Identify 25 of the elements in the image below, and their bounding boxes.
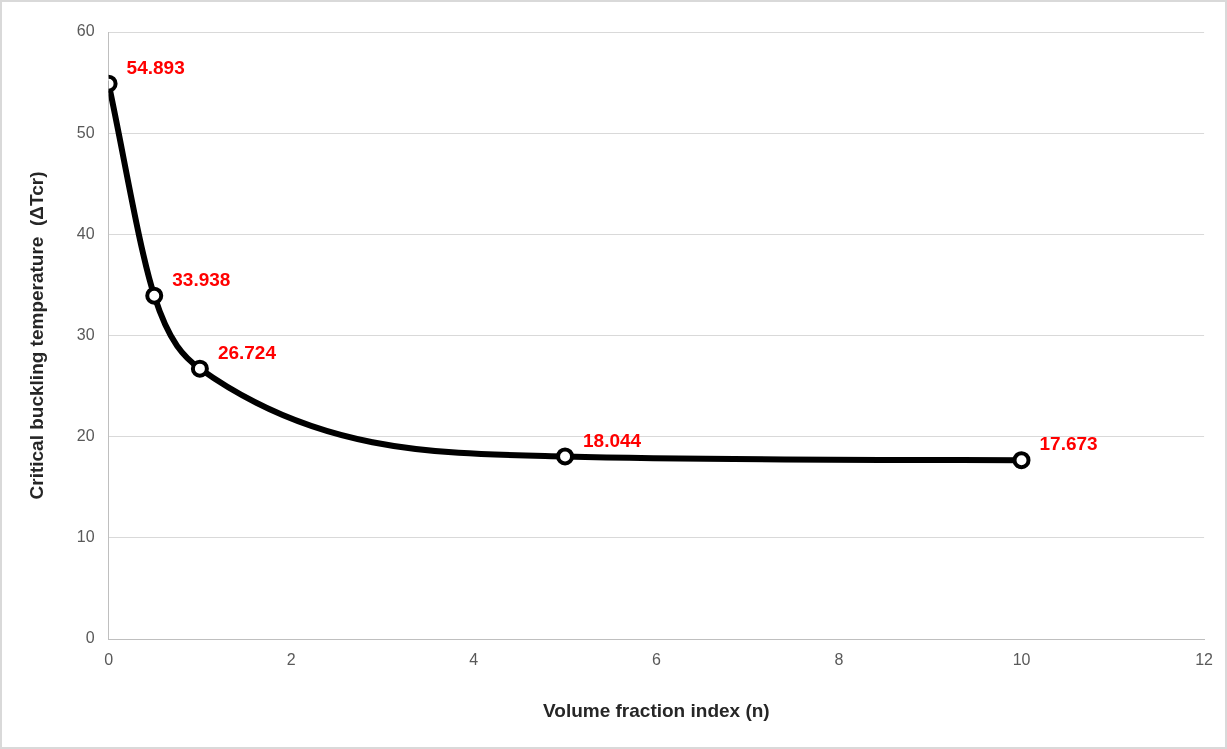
point bbox=[145, 286, 164, 305]
x-tick-label: 4 bbox=[469, 651, 479, 669]
x-tick-label: 2 bbox=[286, 651, 296, 669]
y-tick-label: 0 bbox=[85, 629, 95, 647]
x-tick-label: 12 bbox=[1195, 651, 1214, 669]
data-label: 17.673 bbox=[1039, 433, 1098, 455]
data-label: 54.893 bbox=[126, 56, 185, 78]
y-tick-label: 40 bbox=[76, 224, 95, 242]
data-label: 26.724 bbox=[217, 341, 277, 363]
y-tick-label: 20 bbox=[76, 427, 95, 445]
y-tick-label: 10 bbox=[76, 528, 95, 546]
data-label: 18.044 bbox=[583, 429, 642, 451]
point bbox=[556, 447, 575, 466]
y-tick-label: 60 bbox=[76, 22, 95, 40]
x-tick-label: 10 bbox=[1012, 651, 1031, 669]
point bbox=[1012, 451, 1031, 470]
y-tick-label: 50 bbox=[76, 123, 95, 141]
x-axis-title: Volume fraction index (n) bbox=[543, 699, 770, 721]
point bbox=[190, 359, 209, 378]
y-axis-title: Critical buckling temperature (ΔTcr) bbox=[25, 171, 47, 500]
x-tick-label: 8 bbox=[834, 651, 844, 669]
x-tick-label: 6 bbox=[651, 651, 661, 669]
data-label: 33.938 bbox=[172, 268, 231, 290]
x-tick-label: 0 bbox=[104, 651, 114, 669]
y-tick-label: 30 bbox=[76, 325, 95, 343]
